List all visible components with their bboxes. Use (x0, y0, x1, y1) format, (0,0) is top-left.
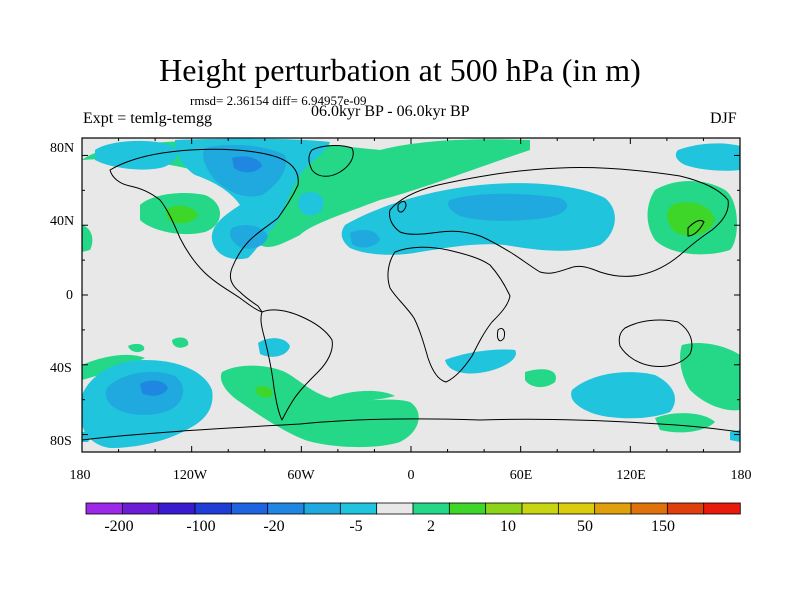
colorbar-swatch (303, 502, 342, 515)
colorbar-swatch (230, 502, 269, 515)
lon-label-120e: 120E (616, 468, 646, 483)
anomaly-core (448, 193, 568, 221)
anomaly-region (445, 349, 516, 374)
coastline-japan (687, 219, 705, 237)
colorbar-swatch (521, 502, 560, 515)
colorbar-label-m200: -200 (104, 518, 134, 535)
anomaly-region (730, 430, 740, 442)
colorbar-swatch (412, 502, 451, 515)
colorbar-swatch (666, 502, 705, 515)
colorbar-label-m5: -5 (349, 518, 363, 535)
colorbar-swatch (557, 502, 596, 515)
colorbar-swatch (158, 502, 196, 515)
coastline-africa (387, 246, 511, 383)
axis-ticks (81, 138, 741, 452)
lon-label-60w: 60W (287, 468, 315, 483)
lon-label-180e: 180 (730, 468, 752, 483)
coastline-greenland (308, 145, 354, 177)
coastline-north-america (109, 148, 299, 313)
colorbar-swatch (339, 502, 378, 515)
stats-text: rmsd= 2.36154 diff= 6.94957e-09 (190, 93, 367, 108)
colorbar-label-m20: -20 (263, 518, 285, 535)
anomaly-peak (232, 156, 262, 173)
lat-label-40n: 40N (50, 214, 75, 229)
colorbar-swatch (194, 502, 233, 515)
anomaly-region (220, 365, 419, 448)
lon-label-180w: 180 (69, 468, 91, 483)
lat-label-80n: 80N (50, 141, 75, 156)
chart-title: Height perturbation at 500 hPa (in m) (159, 52, 641, 88)
anomaly-core (667, 202, 715, 236)
negative-anomaly-peaks (140, 156, 262, 396)
anomaly-region (525, 369, 556, 388)
lat-label-80s: 80S (50, 434, 72, 449)
lon-label-120w: 120W (172, 468, 208, 483)
coastline-australia (618, 319, 693, 367)
colorbar (85, 502, 741, 515)
colorbar-swatch (121, 502, 160, 515)
anomaly-region (172, 337, 189, 348)
anomaly-region (298, 192, 324, 216)
coastline-madagascar (497, 327, 505, 342)
anomaly-fields (82, 138, 740, 448)
experiment-label: Expt = temlg-temgg (83, 110, 212, 127)
lon-label-60e: 60E (509, 468, 533, 483)
lat-label-0: 0 (66, 288, 73, 303)
colorbar-label-10: 10 (500, 518, 516, 535)
coastline-antarctica (82, 418, 740, 441)
colorbar-label-150: 150 (651, 518, 675, 535)
anomaly-region (95, 140, 178, 170)
coastline-eurasia (389, 166, 729, 277)
anomaly-region (128, 343, 145, 353)
anomaly-region (675, 143, 740, 171)
anomaly-peak (140, 380, 168, 396)
colorbar-swatch (630, 502, 669, 515)
colorbar-swatch (85, 502, 124, 515)
anomaly-region (571, 372, 675, 419)
anomaly-core (230, 224, 268, 249)
anomaly-region (330, 390, 395, 402)
period-label: 06.0kyr BP - 06.0kyr BP (311, 103, 470, 120)
colorbar-swatch (485, 502, 523, 515)
colorbar-label-m100: -100 (186, 518, 216, 535)
colorbar-label-2: 2 (427, 518, 435, 535)
colorbar-swatch (376, 502, 414, 515)
colorbar-swatch (594, 502, 632, 515)
positive-anomaly-cores (165, 202, 715, 398)
colorbar-label-50: 50 (577, 518, 593, 535)
coastline-south-america (260, 309, 333, 421)
colorbar-swatch (703, 502, 741, 515)
anomaly-core (165, 205, 198, 224)
lat-label-40s: 40S (50, 361, 72, 376)
colorbar-swatch (448, 502, 487, 515)
anomaly-core (350, 229, 380, 248)
anomaly-region (680, 343, 740, 411)
colorbar-swatch (267, 502, 305, 515)
season-label: DJF (710, 110, 737, 127)
anomaly-core (255, 386, 273, 398)
anomaly-region (82, 225, 93, 252)
lon-label-0: 0 (407, 468, 415, 483)
coastline-britain (397, 200, 407, 213)
coastlines (82, 145, 740, 441)
